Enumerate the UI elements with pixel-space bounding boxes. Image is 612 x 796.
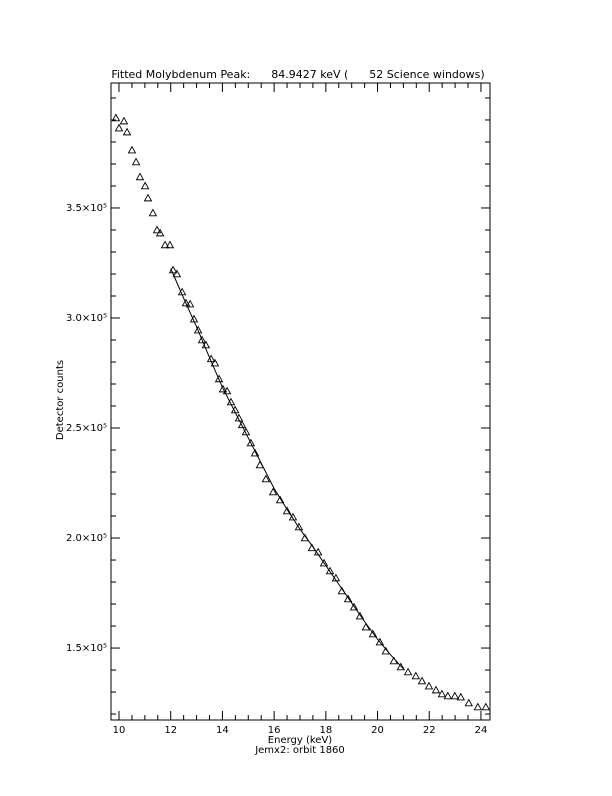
data-point: [403, 667, 413, 676]
y-tick-label: 3.5×10⁵: [66, 203, 107, 214]
data-point: [246, 438, 256, 447]
y-tick-label: 2.0×10⁵: [66, 533, 107, 544]
data-point: [234, 413, 244, 422]
data-point: [148, 208, 158, 217]
data-point: [343, 594, 353, 603]
plot-frame: [110, 82, 491, 721]
data-point: [481, 702, 491, 711]
data-point: [143, 193, 153, 202]
data-point: [127, 145, 137, 154]
data-point: [282, 506, 292, 515]
data-point: [417, 676, 427, 685]
data-point: [396, 662, 406, 671]
data-point: [464, 698, 474, 707]
y-axis-label: Detector counts: [55, 360, 66, 440]
data-point: [261, 474, 271, 483]
x-tick-label: 12: [164, 725, 177, 736]
data-point: [119, 116, 129, 125]
data-point: [349, 602, 359, 611]
data-point: [456, 692, 466, 701]
x-axis-label: Energy (keV): [268, 735, 333, 746]
x-tick-label: 16: [268, 725, 281, 736]
y-tick-label: 2.5×10⁵: [66, 423, 107, 434]
data-point: [411, 671, 421, 680]
data-point: [375, 637, 385, 646]
data-point: [172, 269, 182, 278]
data-point: [288, 512, 298, 521]
data-point: [185, 299, 195, 308]
data-point: [165, 240, 175, 249]
data-point: [431, 685, 441, 694]
data-point: [294, 522, 304, 531]
fit-line: [170, 268, 404, 670]
data-point: [361, 622, 371, 631]
data-point: [450, 691, 460, 700]
data-point: [122, 127, 132, 136]
data-point: [437, 689, 447, 698]
data-point: [111, 113, 121, 122]
data-point: [250, 448, 260, 457]
data-point: [222, 386, 232, 395]
data-point: [319, 558, 329, 567]
data-point: [268, 487, 278, 496]
x-tick-label: 22: [423, 725, 436, 736]
y-tick-label: 3.0×10⁵: [66, 313, 107, 324]
data-point: [168, 265, 178, 274]
data-point: [140, 181, 150, 190]
data-point: [424, 681, 434, 690]
x-tick-label: 14: [216, 725, 229, 736]
y-tick-label: 1.5×10⁵: [66, 643, 107, 654]
x-tick-label: 18: [319, 725, 332, 736]
data-point: [214, 374, 224, 383]
data-point: [160, 240, 170, 249]
data-point: [135, 172, 145, 181]
data-point: [181, 298, 191, 307]
data-point: [155, 228, 165, 237]
data-point: [193, 325, 203, 334]
data-point: [325, 566, 335, 575]
data-point: [197, 335, 207, 344]
data-point: [131, 157, 141, 166]
chart-title: Fitted Molybdenum Peak: 84.9427 keV ( 52…: [111, 68, 484, 81]
data-point: [241, 427, 251, 436]
data-point: [152, 225, 162, 234]
data-point: [210, 358, 220, 367]
data-point: [237, 420, 247, 429]
data-point: [355, 611, 365, 620]
x-tick-label: 24: [475, 725, 488, 736]
data-point: [218, 384, 228, 393]
data-point: [473, 702, 483, 711]
x-tick-label: 10: [113, 725, 126, 736]
data-point: [275, 495, 285, 504]
data-point: [114, 123, 124, 132]
subtitle: Jemx2: orbit 1860: [254, 745, 345, 756]
data-point: [443, 691, 453, 700]
x-tick-label: 20: [371, 725, 384, 736]
data-point: [368, 629, 378, 638]
